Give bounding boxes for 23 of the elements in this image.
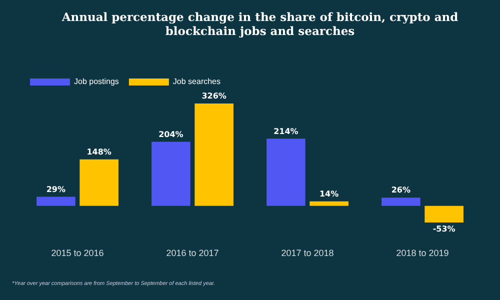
bar <box>194 104 234 206</box>
x-tick-label: 2016 to 2017 <box>166 248 219 258</box>
legend-label: Job postings <box>74 77 119 86</box>
data-label: 14% <box>319 190 339 199</box>
legend-label: Job searches <box>172 77 221 86</box>
bar <box>36 196 76 206</box>
bar <box>424 206 464 222</box>
x-tick-label: 2017 to 2018 <box>281 248 334 258</box>
x-tick-label: 2018 to 2019 <box>396 248 449 258</box>
x-tick-label: 2015 to 2016 <box>51 248 104 258</box>
bar <box>80 159 118 206</box>
data-label: 326% <box>202 92 226 101</box>
data-label: 214% <box>274 126 298 136</box>
data-label: -53% <box>432 224 456 234</box>
data-label: 26% <box>391 186 411 195</box>
bar <box>152 142 190 206</box>
data-label: 204% <box>158 130 184 139</box>
chart-title: Annual percentage change in the share of bitcoin, crypto and blockchain jobs and searches <box>60 10 460 38</box>
data-label: 29% <box>46 184 66 194</box>
bar <box>382 198 420 206</box>
bar <box>310 201 348 206</box>
bar <box>266 138 306 206</box>
data-label: 148% <box>86 147 112 156</box>
